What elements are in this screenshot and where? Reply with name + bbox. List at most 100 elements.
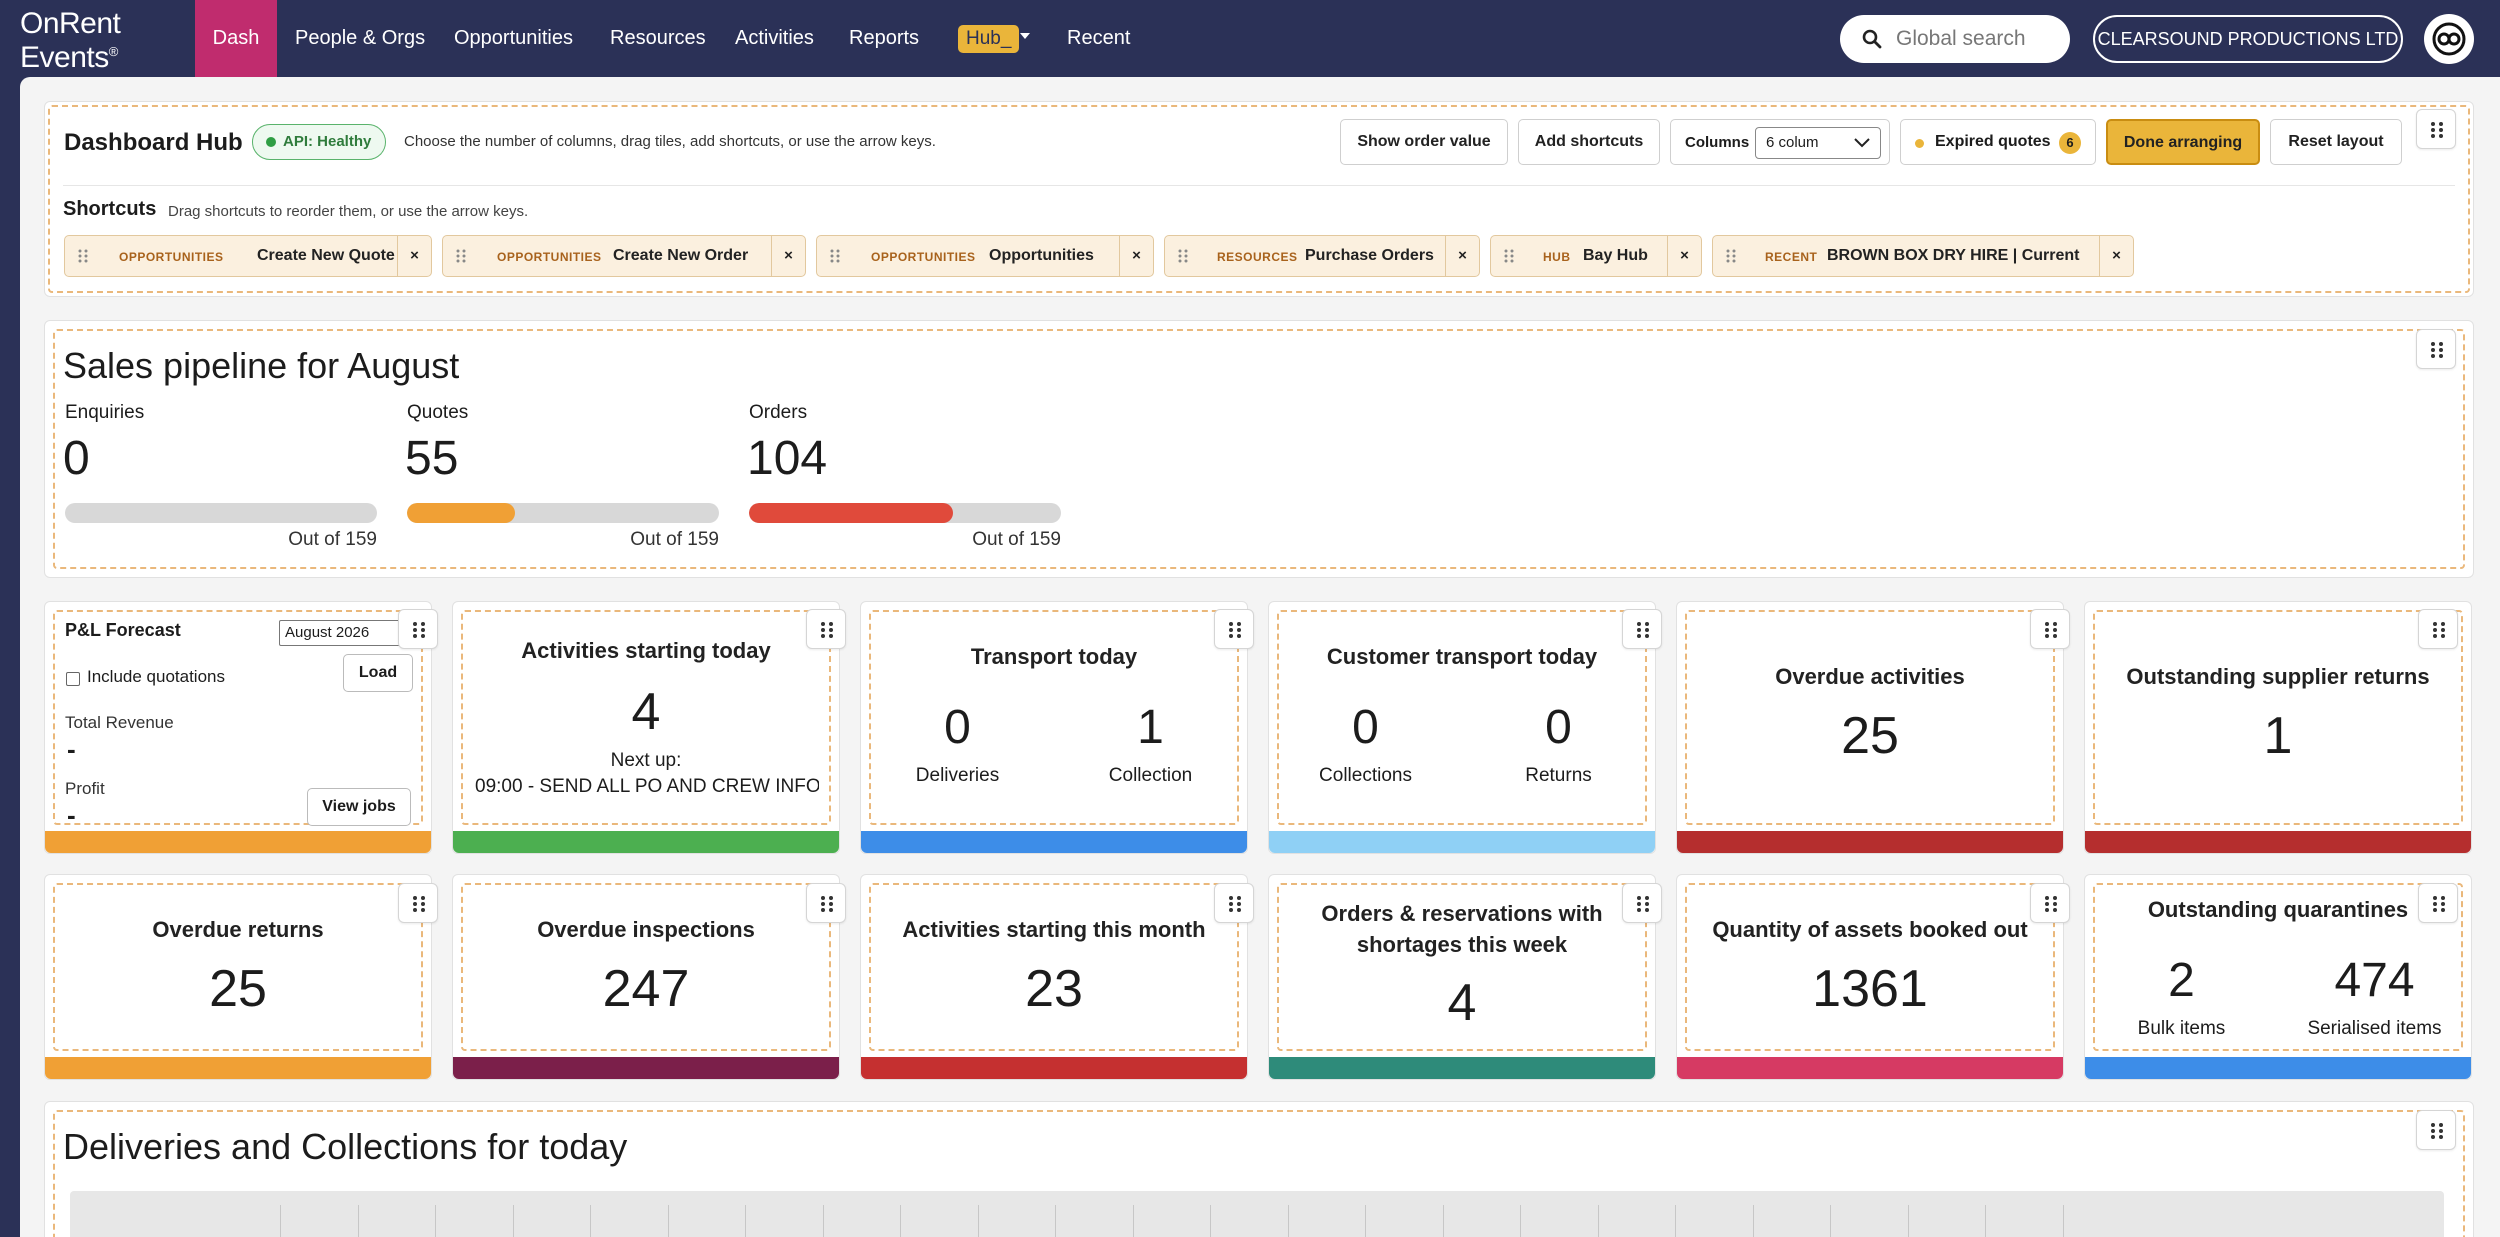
- collection-stat[interactable]: 1 Collection: [1054, 700, 1247, 787]
- user-avatar[interactable]: [2424, 14, 2474, 64]
- tile-title: Transport today: [970, 644, 1138, 669]
- reset-layout-button[interactable]: Reset layout: [2270, 119, 2402, 165]
- shortcut-chip[interactable]: OPPORTUNITIES Create New Order ×: [442, 235, 806, 277]
- expired-quotes-button[interactable]: Expired quotes 6: [1900, 119, 2096, 165]
- grip-icon[interactable]: [443, 236, 479, 276]
- drag-handle-icon[interactable]: [2416, 1110, 2456, 1150]
- remove-shortcut-icon[interactable]: ×: [1667, 236, 1701, 276]
- activities-today-tile[interactable]: Activities starting today 4 Next up: 09:…: [452, 601, 840, 854]
- shortcut-name: BROWN BOX DRY HIRE | Current: [1827, 247, 2080, 264]
- hub-dropdown-caret-icon[interactable]: [1020, 33, 1030, 39]
- nav-opportunities[interactable]: Opportunities: [454, 27, 573, 49]
- drag-handle-icon[interactable]: [2416, 329, 2456, 369]
- grip-icon[interactable]: [65, 236, 101, 276]
- show-order-value-button[interactable]: Show order value: [1340, 119, 1508, 165]
- deliveries-timeline[interactable]: [70, 1191, 2444, 1237]
- drag-handle-icon[interactable]: [1622, 883, 1662, 923]
- month-input[interactable]: August 2026: [279, 620, 403, 646]
- grip-icon[interactable]: [1491, 236, 1527, 276]
- drag-handle-icon[interactable]: [398, 609, 438, 649]
- drag-handle-icon[interactable]: [398, 883, 438, 923]
- remove-shortcut-icon[interactable]: ×: [2099, 236, 2133, 276]
- overdue-activities-tile[interactable]: Overdue activities 25: [1676, 601, 2064, 854]
- shortcut-chip[interactable]: OPPORTUNITIES Create New Quote ×: [64, 235, 432, 277]
- tile-value: 4: [1447, 974, 1477, 1032]
- tile-title: Outstanding supplier returns: [2126, 664, 2430, 689]
- shortages-tile[interactable]: Orders & reservations with shortages thi…: [1268, 874, 1656, 1080]
- grip-icon[interactable]: [1165, 236, 1201, 276]
- shortcut-chip[interactable]: OPPORTUNITIES Opportunities ×: [816, 235, 1154, 277]
- timeline-gridline: [1598, 1205, 1599, 1237]
- include-quotations-checkbox[interactable]: [66, 672, 80, 686]
- hub-hint: Choose the number of columns, drag tiles…: [404, 133, 936, 150]
- columns-select[interactable]: 6 colum: [1755, 127, 1881, 159]
- next-activity-text[interactable]: 09:00 - SEND ALL PO AND CREW INFORM: [475, 776, 819, 797]
- outstanding-supplier-returns-tile[interactable]: Outstanding supplier returns 1: [2084, 601, 2472, 854]
- tile-value: 25: [209, 960, 267, 1018]
- logo-registered: ®: [108, 44, 119, 59]
- remove-shortcut-icon[interactable]: ×: [397, 236, 431, 276]
- timeline-gridline: [1985, 1205, 1986, 1237]
- global-search[interactable]: Global search: [1840, 15, 2070, 63]
- company-switcher-button[interactable]: CLEARSOUND PRODUCTIONS LTD: [2093, 15, 2403, 63]
- customer-transport-tile[interactable]: Customer transport today 0 Collections 0 R…: [1268, 601, 1656, 854]
- shortcut-category: OPPORTUNITIES: [871, 250, 976, 264]
- drag-handle-icon[interactable]: [2416, 109, 2456, 149]
- arrange-outline: [1685, 883, 2055, 1051]
- overdue-inspections-tile[interactable]: Overdue inspections 247: [452, 874, 840, 1080]
- deliveries-stat[interactable]: 0 Deliveries: [861, 700, 1054, 787]
- nav-dash[interactable]: Dash: [195, 0, 277, 77]
- tile-color-stripe: [861, 1057, 1247, 1079]
- collections-stat[interactable]: 0 Collections: [1269, 700, 1462, 787]
- collection-value: 1: [1137, 701, 1164, 754]
- divider: [63, 185, 2455, 186]
- top-nav: OnRent Events® Dash People & Orgs Opport…: [0, 0, 2500, 77]
- drag-handle-icon[interactable]: [1622, 609, 1662, 649]
- load-button[interactable]: Load: [343, 654, 413, 692]
- drag-handle-icon[interactable]: [2418, 883, 2458, 923]
- returns-stat[interactable]: 0 Returns: [1462, 700, 1655, 787]
- app-logo[interactable]: OnRent Events®: [20, 9, 121, 73]
- drag-handle-icon[interactable]: [2418, 609, 2458, 649]
- remove-shortcut-icon[interactable]: ×: [771, 236, 805, 276]
- nav-people-orgs[interactable]: People & Orgs: [295, 27, 426, 49]
- remove-shortcut-icon[interactable]: ×: [1445, 236, 1479, 276]
- arrange-outline: [53, 1110, 2465, 1237]
- drag-handle-icon[interactable]: [1214, 609, 1254, 649]
- columns-control: Columns 6 colum: [1670, 119, 1890, 165]
- done-arranging-button[interactable]: Done arranging: [2106, 119, 2260, 165]
- nav-activities[interactable]: Activities: [735, 27, 814, 49]
- tile-title: Customer transport today: [1326, 644, 1598, 669]
- deliveries-title: Deliveries and Collections for today: [63, 1126, 628, 1167]
- grip-icon[interactable]: [1713, 236, 1749, 276]
- tile-value: 1361: [1812, 960, 1928, 1018]
- timeline-gridline: [978, 1205, 979, 1237]
- overdue-returns-tile[interactable]: Overdue returns 25: [44, 874, 432, 1080]
- add-shortcuts-button[interactable]: Add shortcuts: [1518, 119, 1660, 165]
- grip-icon[interactable]: [817, 236, 853, 276]
- timeline-gridline: [1210, 1205, 1211, 1237]
- nav-resources[interactable]: Resources: [610, 27, 706, 49]
- transport-today-tile[interactable]: Transport today 0 Deliveries 1 Collection: [860, 601, 1248, 854]
- drag-handle-icon[interactable]: [2030, 883, 2070, 923]
- sales-pipeline-panel: [44, 320, 2474, 578]
- outstanding-quarantines-tile[interactable]: Outstanding quarantines 2 Bulk items 474 S…: [2084, 874, 2472, 1080]
- drag-handle-icon[interactable]: [2030, 609, 2070, 649]
- nav-reports[interactable]: Reports: [849, 27, 920, 49]
- serialised-items-stat[interactable]: 474 Serialised items: [2278, 953, 2471, 1040]
- view-jobs-button[interactable]: View jobs: [307, 788, 411, 826]
- drag-handle-icon[interactable]: [1214, 883, 1254, 923]
- nav-recent[interactable]: Recent: [1067, 27, 1131, 49]
- shortcut-chip[interactable]: RESOURCES Purchase Orders ×: [1164, 235, 1480, 277]
- drag-handle-icon[interactable]: [806, 883, 846, 923]
- nav-hub[interactable]: Hub_: [958, 25, 1020, 53]
- bulk-items-stat[interactable]: 2 Bulk items: [2085, 953, 2278, 1040]
- assets-booked-out-tile[interactable]: Quantity of assets booked out 1361: [1676, 874, 2064, 1080]
- timeline-gridline: [435, 1205, 436, 1237]
- drag-handle-icon[interactable]: [806, 609, 846, 649]
- remove-shortcut-icon[interactable]: ×: [1119, 236, 1153, 276]
- timeline-gridline: [668, 1205, 669, 1237]
- activities-month-tile[interactable]: Activities starting this month 23: [860, 874, 1248, 1080]
- shortcut-chip[interactable]: HUB Bay Hub ×: [1490, 235, 1702, 277]
- shortcut-chip[interactable]: RECENT BROWN BOX DRY HIRE | Current ×: [1712, 235, 2134, 277]
